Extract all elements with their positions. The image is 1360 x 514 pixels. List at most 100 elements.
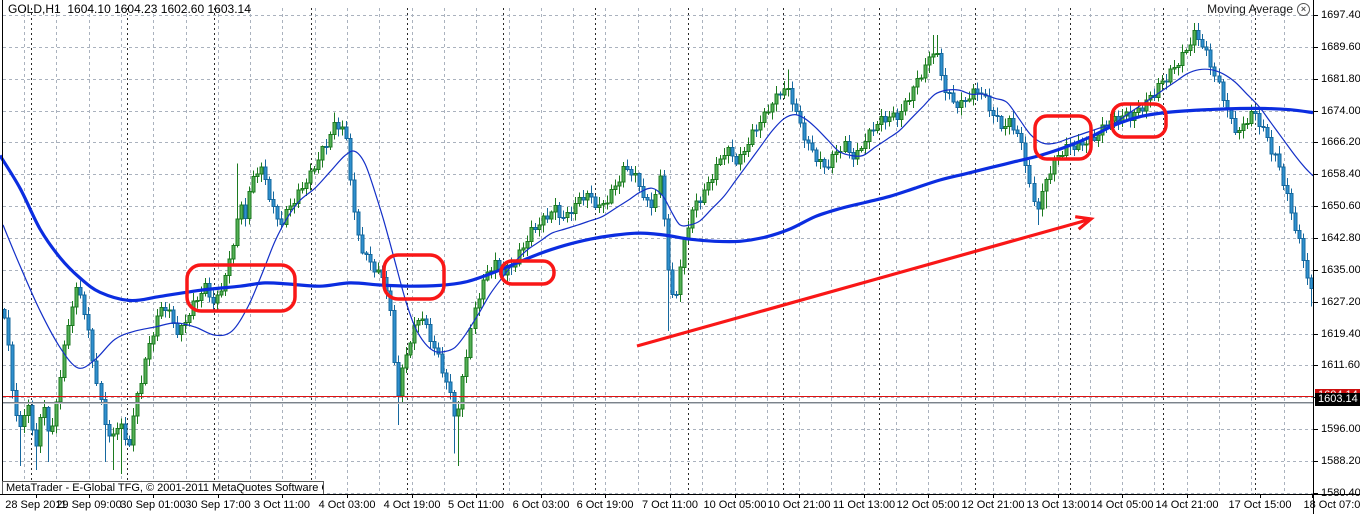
candle-up <box>1084 143 1089 146</box>
candle-down <box>975 88 980 94</box>
price-axis-label: 1697.40 <box>1321 9 1360 21</box>
candle-up <box>863 140 868 150</box>
candle-up <box>288 205 293 210</box>
candle-up <box>239 204 244 220</box>
candle-up <box>766 111 771 114</box>
candle-down <box>1305 259 1310 279</box>
circled-x-icon[interactable]: × <box>1297 2 1310 16</box>
highlight-rect[interactable] <box>1033 114 1093 161</box>
candle-up <box>332 121 337 136</box>
candle-up <box>565 212 570 219</box>
candle-up <box>762 111 767 124</box>
price-axis-label: 1635.00 <box>1321 264 1360 276</box>
candle-down <box>999 116 1004 130</box>
candle-up <box>959 99 964 109</box>
highlight-rect[interactable] <box>1110 102 1168 139</box>
candle-up <box>678 266 683 295</box>
candle-up <box>231 245 236 260</box>
candle-down <box>1253 110 1258 115</box>
candle-down <box>947 92 952 95</box>
candle-up <box>770 103 775 113</box>
candle-up <box>935 53 940 55</box>
candle-up <box>521 247 526 251</box>
candle-up <box>549 211 554 220</box>
candle-up <box>255 173 260 177</box>
ma-slow-line <box>0 106 1314 303</box>
candle-up <box>308 170 313 184</box>
candle-down <box>951 92 956 103</box>
candle-down <box>1293 212 1298 232</box>
symbol-label: GOLD,H1 <box>8 2 61 16</box>
candle-down <box>939 53 944 76</box>
candle-down <box>388 290 393 312</box>
price-axis-label: 1666.20 <box>1321 136 1360 148</box>
candle-down <box>593 196 598 208</box>
candle-up <box>259 166 264 175</box>
candle-down <box>790 87 795 105</box>
candle-down <box>428 324 433 343</box>
candle-up <box>750 129 755 145</box>
candle-up <box>911 86 916 102</box>
candle-up <box>376 269 381 273</box>
candle-down <box>734 155 739 165</box>
candle-up <box>22 414 27 427</box>
candle-up <box>139 382 144 395</box>
candle-down <box>103 399 108 426</box>
candle-down <box>364 252 369 255</box>
candle-up <box>408 342 413 356</box>
candle-up <box>416 320 421 326</box>
candle-down <box>674 293 679 296</box>
candle-down <box>533 226 538 230</box>
price-axis-label: 1596.00 <box>1321 423 1360 435</box>
candle-up <box>235 218 240 247</box>
candle-up <box>131 415 136 446</box>
candle-up <box>919 77 924 80</box>
candle-down <box>589 192 594 198</box>
candle-up <box>1192 29 1197 46</box>
candle-up <box>541 215 546 226</box>
candle-up <box>621 166 626 183</box>
candle-down <box>1265 126 1270 139</box>
candle-up <box>1007 117 1012 128</box>
candle-up <box>1044 178 1049 192</box>
highlight-rect[interactable] <box>382 253 446 301</box>
candle-up <box>115 427 120 435</box>
candle-down <box>90 329 95 362</box>
candle-down <box>171 309 176 325</box>
highlight-rect[interactable] <box>185 263 297 313</box>
candle-down <box>1140 107 1145 112</box>
candle-down <box>1257 113 1262 128</box>
candle-up <box>653 193 658 209</box>
candle-up <box>931 53 936 58</box>
price-axis-label: 1619.40 <box>1321 328 1360 340</box>
highlight-rect[interactable] <box>499 259 556 286</box>
candle-down <box>1233 118 1238 134</box>
candle-down <box>1027 164 1032 185</box>
candle-down <box>963 99 968 102</box>
candle-down <box>30 405 35 431</box>
candle-down <box>448 381 453 393</box>
candle-up <box>179 325 184 335</box>
time-axis-label: 12 Oct 05:00 <box>896 499 960 511</box>
candle-up <box>855 150 860 160</box>
price-axis-label: 1580.40 <box>1321 487 1360 499</box>
candle-up <box>481 279 486 300</box>
candle-down <box>344 126 349 139</box>
candle-up <box>468 328 473 358</box>
candle-up <box>143 358 148 384</box>
candle-up <box>694 200 699 211</box>
candle-up <box>195 299 200 302</box>
candle-up <box>1172 67 1177 70</box>
candle-up <box>119 423 124 429</box>
candle-up <box>1180 51 1185 67</box>
candle-up <box>320 146 325 161</box>
candle-down <box>82 294 87 316</box>
candle-up <box>1168 68 1173 83</box>
candle-down <box>1301 238 1306 261</box>
candle-down <box>1072 145 1077 150</box>
trend-arrow-shaft[interactable] <box>636 217 1092 348</box>
ohlc-values: 1604.10 1604.23 1602.60 1603.14 <box>67 2 251 16</box>
candle-up <box>867 129 872 142</box>
candle-down <box>94 360 99 384</box>
